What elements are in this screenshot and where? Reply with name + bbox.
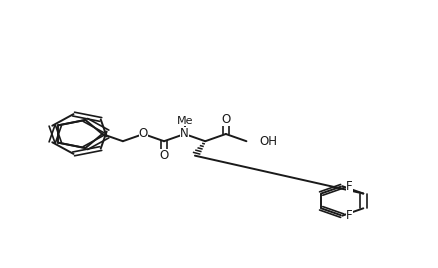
Text: O: O <box>159 149 169 162</box>
Text: N: N <box>180 128 189 140</box>
Text: Me: Me <box>177 116 193 126</box>
Text: O: O <box>139 128 148 140</box>
Text: F: F <box>346 209 353 222</box>
Text: OH: OH <box>259 135 277 148</box>
Text: O: O <box>221 113 230 126</box>
Text: F: F <box>346 180 353 193</box>
